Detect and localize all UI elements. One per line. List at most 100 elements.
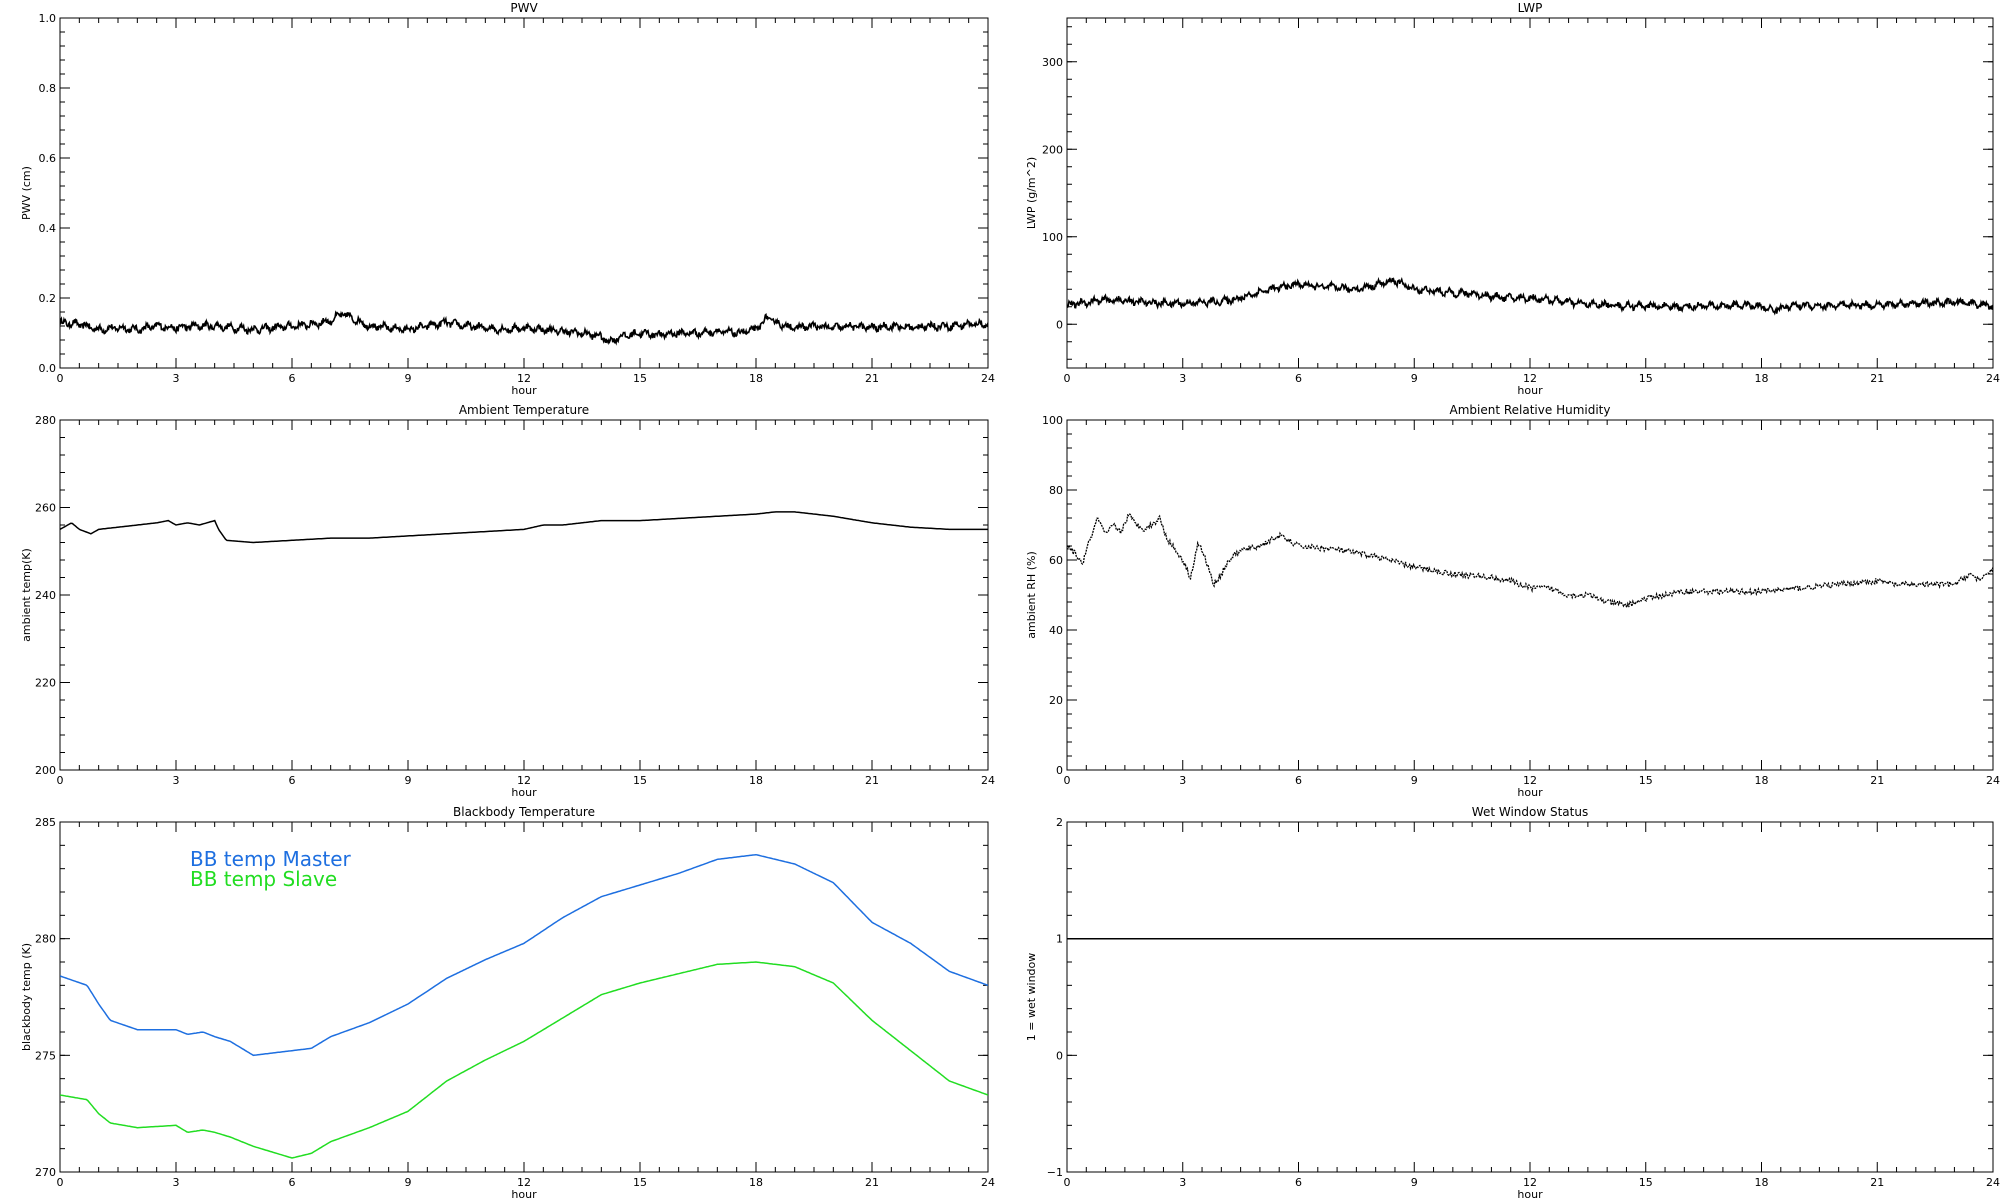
y-tick-label: 0.2	[39, 292, 57, 305]
x-tick-label: 21	[1870, 1176, 1884, 1189]
y-tick-label: 270	[35, 1166, 56, 1179]
x-tick-label: 12	[517, 372, 531, 385]
chart-lwp: LWP 0 3 6 9 12 15 18 21 24 0 100 200 300 hour LWP (g/m^…	[1025, 1, 2000, 397]
x-tick-label: 21	[865, 1176, 879, 1189]
y-axis-label: PWV (cm)	[20, 166, 33, 220]
x-tick-label: 6	[1295, 774, 1302, 787]
x-tick-label: 9	[405, 372, 412, 385]
y-tick-label: 260	[35, 502, 56, 515]
x-tick-label: 9	[405, 774, 412, 787]
x-tick-label: 21	[865, 372, 879, 385]
y-axis-label: blackbody temp (K)	[20, 943, 33, 1051]
chart-title: Blackbody Temperature	[453, 805, 595, 819]
x-tick-label: 15	[633, 372, 647, 385]
y-tick-label: 1.0	[39, 12, 57, 25]
y-tick-label: 300	[1042, 56, 1063, 69]
series-line-pwv	[60, 310, 988, 346]
x-tick-label: 0	[57, 1176, 64, 1189]
plot-frame	[1066, 821, 1994, 1173]
y-tick-label: 285	[35, 816, 56, 829]
x-tick-label: 21	[1870, 372, 1884, 385]
chart-temp: Ambient Temperature 0 3 6 9 12 15 18 21 24 200 220 2…	[20, 403, 995, 799]
chart-title: PWV	[510, 1, 538, 15]
x-tick-label: 6	[289, 372, 296, 385]
series-line-bb-temp-slave	[60, 961, 988, 1159]
x-tick-label: 21	[1870, 774, 1884, 787]
chart-pwv: PWV 0 3 6 9 12 15 18 21 24 0.0 0.2 0.4 0.6 0.8 1.0 hour P…	[20, 1, 995, 397]
y-tick-label: 1	[1056, 933, 1063, 946]
x-tick-label: 9	[1411, 372, 1418, 385]
legend-entry: BB temp Slave	[190, 867, 337, 891]
x-tick-label: 24	[1986, 372, 2000, 385]
x-axis-label: hour	[1517, 1188, 1543, 1200]
plot-frame	[1066, 17, 1994, 369]
chart-title: LWP	[1518, 1, 1543, 15]
y-tick-label: 0	[1056, 764, 1063, 777]
x-tick-label: 3	[173, 372, 180, 385]
x-tick-label: 0	[57, 372, 64, 385]
x-tick-label: 12	[517, 774, 531, 787]
y-axis-label: 1 = wet window	[1025, 953, 1038, 1042]
x-tick-label: 12	[1523, 372, 1537, 385]
x-tick-label: 9	[405, 1176, 412, 1189]
chart-bb: Blackbody Temperature 0 3 6 9 12 15 18 21 24 270 27…	[20, 805, 995, 1200]
x-tick-label: 18	[1755, 372, 1769, 385]
x-tick-label: 0	[1064, 1176, 1071, 1189]
x-tick-label: 12	[517, 1176, 531, 1189]
x-tick-label: 6	[1295, 1176, 1302, 1189]
plot-frame	[1066, 419, 1994, 771]
x-tick-label: 24	[1986, 1176, 2000, 1189]
y-tick-label: 240	[35, 589, 56, 602]
x-tick-label: 18	[749, 774, 763, 787]
x-tick-label: 15	[633, 1176, 647, 1189]
y-axis-label: ambient RH (%)	[1025, 551, 1038, 639]
x-tick-label: 18	[1755, 774, 1769, 787]
y-tick-label: 200	[35, 764, 56, 777]
x-tick-label: 24	[1986, 774, 2000, 787]
x-tick-label: 6	[289, 1176, 296, 1189]
y-tick-label: 0	[1056, 1049, 1063, 1062]
x-tick-label: 12	[1523, 1176, 1537, 1189]
x-tick-label: 15	[1639, 774, 1653, 787]
x-tick-label: 6	[1295, 372, 1302, 385]
y-axis-label: LWP (g/m^2)	[1025, 157, 1038, 229]
chart-title: Wet Window Status	[1472, 805, 1588, 819]
x-tick-label: 3	[1179, 774, 1186, 787]
series-line-bb-temp-master	[60, 853, 988, 1057]
x-tick-label: 15	[1639, 372, 1653, 385]
x-tick-label: 15	[1639, 1176, 1653, 1189]
y-tick-label: 0	[1056, 318, 1063, 331]
x-tick-label: 6	[289, 774, 296, 787]
y-tick-label: 275	[35, 1049, 56, 1062]
y-tick-label: 80	[1049, 484, 1063, 497]
y-tick-label: 100	[1042, 414, 1063, 427]
y-tick-label: 280	[35, 414, 56, 427]
x-axis-label: hour	[511, 1188, 537, 1200]
y-tick-label: −1	[1047, 1166, 1063, 1179]
x-tick-label: 18	[749, 372, 763, 385]
x-tick-label: 18	[749, 1176, 763, 1189]
y-tick-label: 280	[35, 933, 56, 946]
y-tick-label: 220	[35, 677, 56, 690]
y-tick-label: 0.0	[39, 362, 57, 375]
x-tick-label: 15	[633, 774, 647, 787]
x-tick-label: 24	[981, 372, 995, 385]
y-tick-label: 2	[1056, 816, 1063, 829]
x-axis-label: hour	[1517, 384, 1543, 397]
x-tick-label: 18	[1755, 1176, 1769, 1189]
y-tick-label: 100	[1042, 231, 1063, 244]
y-tick-label: 20	[1049, 694, 1063, 707]
x-tick-label: 12	[1523, 774, 1537, 787]
x-tick-label: 0	[1064, 774, 1071, 787]
y-tick-label: 0.4	[39, 222, 57, 235]
x-tick-label: 21	[865, 774, 879, 787]
y-tick-label: 40	[1049, 624, 1063, 637]
y-tick-label: 0.8	[39, 82, 57, 95]
legend-entry: BB temp Master	[190, 847, 352, 871]
x-tick-label: 9	[1411, 1176, 1418, 1189]
plot-frame	[59, 419, 989, 771]
y-tick-label: 0.6	[39, 152, 57, 165]
x-tick-label: 0	[1064, 372, 1071, 385]
